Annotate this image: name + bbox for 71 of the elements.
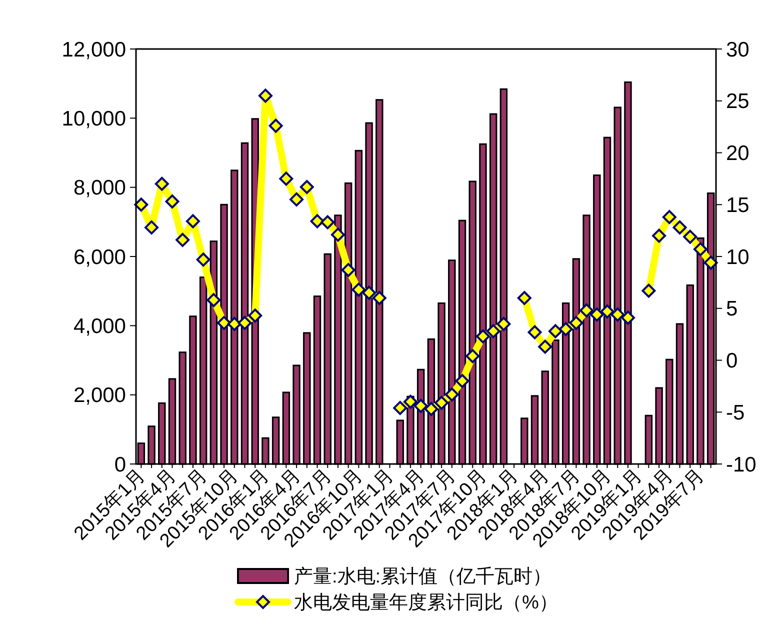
point xyxy=(258,88,272,103)
point xyxy=(683,230,698,244)
point xyxy=(238,316,252,330)
point xyxy=(186,214,200,228)
point xyxy=(196,252,210,267)
point xyxy=(600,304,614,318)
y-tick-label: 10,000 xyxy=(62,108,126,131)
point xyxy=(580,303,594,318)
point xyxy=(496,316,511,331)
point xyxy=(310,214,324,228)
point xyxy=(300,180,314,194)
point xyxy=(424,402,438,416)
point xyxy=(610,308,625,322)
point xyxy=(341,262,356,277)
point xyxy=(455,374,470,388)
point xyxy=(704,256,718,270)
y2-tick-label: 0 xyxy=(726,350,738,373)
point xyxy=(528,325,542,340)
y2-tick-label: -10 xyxy=(726,453,756,476)
point xyxy=(486,324,500,338)
point xyxy=(154,176,169,191)
y-tick-label: 8,000 xyxy=(73,176,126,200)
point xyxy=(352,282,366,297)
point xyxy=(517,291,532,305)
y-tick-label: 6,000 xyxy=(73,246,126,269)
point xyxy=(134,198,148,212)
point xyxy=(569,316,584,330)
point xyxy=(672,220,687,234)
y-tick-label: 4,000 xyxy=(73,315,126,338)
point xyxy=(414,398,428,413)
point xyxy=(652,228,666,243)
point xyxy=(320,215,335,230)
point xyxy=(248,308,262,323)
y2-tick-label: 20 xyxy=(726,142,750,166)
point xyxy=(642,284,656,298)
point xyxy=(165,194,180,209)
point xyxy=(372,291,386,305)
point xyxy=(206,293,221,308)
point xyxy=(403,394,418,409)
y2-tick-label: 10 xyxy=(726,246,750,269)
point xyxy=(279,172,294,186)
y2-tick-label: 25 xyxy=(726,90,750,114)
point xyxy=(590,308,604,322)
y2-tick-label: 30 xyxy=(726,38,750,62)
point xyxy=(227,316,242,331)
legend-label: 水电发电量年度累计同比（%） xyxy=(294,592,558,614)
point xyxy=(434,396,449,410)
point xyxy=(444,387,459,402)
point xyxy=(662,210,676,224)
point xyxy=(476,329,490,344)
legend-label: 产量:水电:累计值（亿千瓦时） xyxy=(294,566,552,588)
point xyxy=(330,228,345,242)
y2-tick-label: -5 xyxy=(726,401,745,424)
y2-tick-label: 15 xyxy=(726,194,750,217)
point xyxy=(290,192,304,206)
y-tick-label: 0 xyxy=(114,453,126,476)
point xyxy=(548,324,562,338)
point xyxy=(217,316,232,330)
point xyxy=(693,242,708,256)
y2-tick-label: 5 xyxy=(726,298,738,321)
point xyxy=(393,400,408,415)
point xyxy=(268,118,283,133)
y-tick-label: 2,000 xyxy=(73,384,126,408)
point xyxy=(466,349,480,364)
point xyxy=(538,340,552,354)
point xyxy=(558,322,573,336)
y-tick-label: 12,000 xyxy=(62,38,126,62)
point xyxy=(362,286,376,300)
point xyxy=(176,232,190,247)
point xyxy=(144,220,159,234)
point xyxy=(620,310,635,325)
